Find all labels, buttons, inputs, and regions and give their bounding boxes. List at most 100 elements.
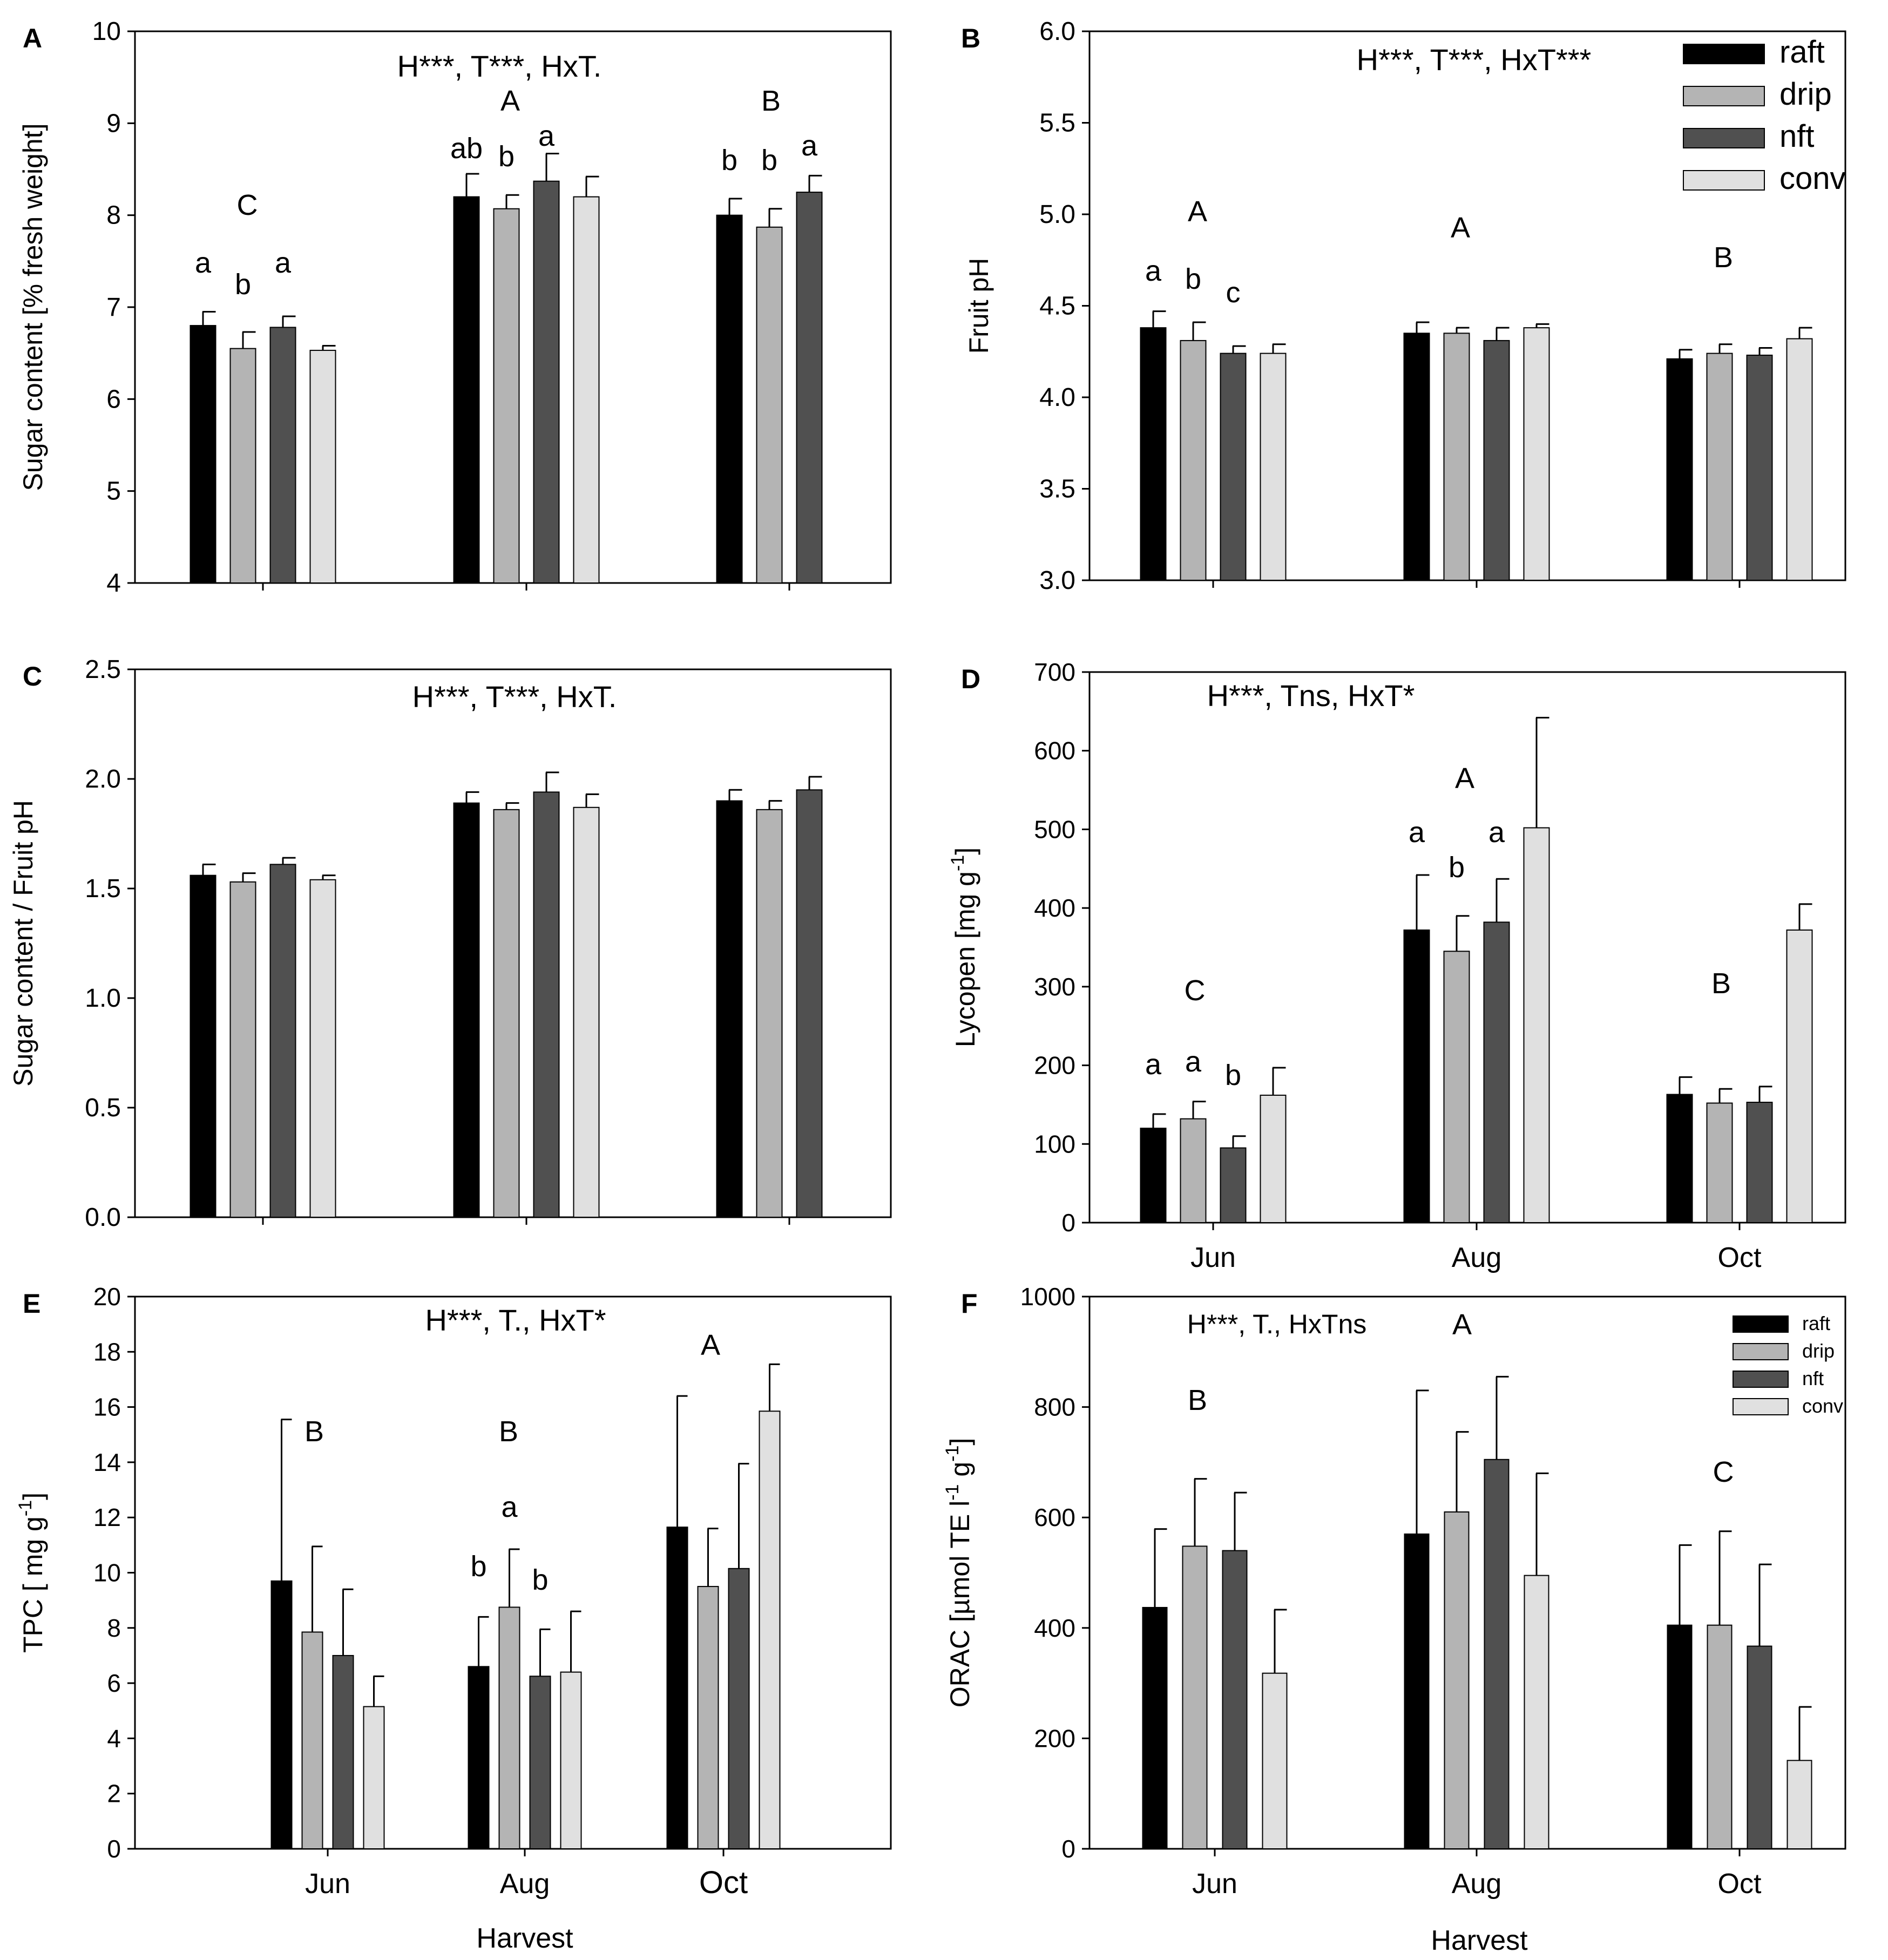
- legend-swatch-drip: [1733, 1343, 1789, 1360]
- x-tick-label: Jun: [305, 1868, 350, 1900]
- bar-letter: b: [235, 268, 251, 301]
- panel-title: H***, T., HxT*: [425, 1303, 606, 1337]
- bar-letter: c: [1226, 276, 1241, 309]
- bar-conv-jun: [309, 879, 336, 1218]
- legend-label-conv: conv: [1779, 161, 1846, 196]
- y-tick-label: 0.0: [85, 1203, 121, 1232]
- bar-drip-oct: [756, 809, 783, 1218]
- y-tick-label: 600: [1034, 1503, 1075, 1531]
- y-axis-label: ORAC [µmol TE l-1 g-1]: [942, 1438, 975, 1708]
- panel-title: H***, Tns, HxT*: [1207, 679, 1415, 713]
- panel-letter: E: [23, 1288, 40, 1319]
- y-axis-label: Fruit pH: [964, 258, 994, 354]
- bar-drip-jun: [229, 348, 256, 584]
- bar-nft-aug: [1483, 340, 1510, 581]
- bar-conv-oct: [759, 1410, 781, 1849]
- group-letter: B: [1711, 967, 1731, 1000]
- bar-raft-jun: [190, 325, 216, 584]
- bar-conv-aug: [573, 806, 600, 1218]
- panel-c: 0.0 0.5 1.0 1.5 2.0 2.5 C H***, T***, HxT. Sugar…: [8, 655, 892, 1232]
- legend-label-drip: drip: [1802, 1340, 1835, 1362]
- bar-raft-aug: [453, 802, 480, 1218]
- legend-label-drip: drip: [1779, 77, 1832, 112]
- bar-nft-oct: [728, 1568, 750, 1849]
- bar-letter: a: [1409, 816, 1425, 849]
- bar-raft-jun: [190, 874, 216, 1218]
- bar-nft-aug: [1484, 1459, 1510, 1849]
- group-letter: B: [1714, 241, 1733, 274]
- harvest-label-right: Harvest: [1431, 1925, 1528, 1956]
- bar-conv-jun: [1260, 1094, 1287, 1224]
- legend-swatch-conv: [1683, 170, 1765, 191]
- bar-letter: a: [195, 247, 212, 279]
- group-letter: C: [1713, 1456, 1734, 1488]
- bar-nft-oct: [1747, 1645, 1772, 1850]
- bar-letter: a: [801, 130, 818, 162]
- group-letter: A: [1451, 212, 1470, 244]
- bar-drip-aug: [1443, 333, 1470, 581]
- bar-raft-oct: [1666, 1094, 1693, 1223]
- y-tick-label: 4: [106, 569, 121, 598]
- bar-raft-jun: [1140, 327, 1167, 581]
- bar-nft-aug: [533, 180, 560, 584]
- x-tick-label: Jun: [1190, 1242, 1236, 1273]
- legend-label-nft: nft: [1802, 1367, 1824, 1389]
- y-tick-label: 8: [106, 201, 121, 230]
- y-tick-label: 14: [93, 1448, 121, 1476]
- panel-f: 0 200 400 600 800 1000 Jun Aug Oct F H***, T., HxT…: [942, 1283, 1846, 1900]
- y-tick-label: 200: [1034, 1052, 1075, 1080]
- bar-drip-jun: [1180, 340, 1207, 581]
- bar-raft-aug: [468, 1666, 490, 1849]
- y-tick-label: 10: [92, 17, 121, 46]
- bar-letter: b: [721, 144, 737, 177]
- y-tick-label: 400: [1034, 1614, 1075, 1642]
- y-tick-label: 2: [107, 1780, 121, 1808]
- y-tick-label: 400: [1034, 894, 1075, 922]
- bar-raft-jun: [270, 1580, 293, 1849]
- x-tick-label: Oct: [1718, 1242, 1762, 1273]
- y-tick-label: 300: [1034, 973, 1075, 1001]
- y-tick-label: 2.5: [85, 655, 121, 684]
- bar-drip-oct: [1706, 1102, 1733, 1223]
- bar-nft-jun: [269, 864, 296, 1218]
- bar-nft-aug: [1483, 921, 1510, 1224]
- legend-label-raft: raft: [1779, 35, 1825, 70]
- bar-nft-oct: [1746, 1102, 1773, 1223]
- y-tick-label: 18: [93, 1338, 121, 1366]
- bar-drip-aug: [493, 208, 520, 584]
- bar-drip-aug: [1444, 1511, 1470, 1849]
- y-tick-label: 16: [93, 1393, 121, 1421]
- legend-label-nft: nft: [1779, 119, 1815, 154]
- bar-letter: a: [538, 120, 555, 152]
- bar-conv-aug: [1523, 827, 1550, 1223]
- y-tick-label: 3.5: [1039, 475, 1075, 504]
- y-tick-label: 5: [106, 477, 121, 506]
- legend-label-conv: conv: [1802, 1395, 1843, 1417]
- y-tick-label: 0: [1061, 1209, 1075, 1237]
- bar-drip-oct: [756, 226, 783, 584]
- y-tick-label: 12: [93, 1503, 121, 1531]
- panel-d: 0 100 200 300 400 500 600 700 Jun Aug Oct D H***, Tn…: [948, 658, 1846, 1273]
- bar-letter: b: [532, 1564, 548, 1596]
- group-letter: A: [1455, 762, 1474, 795]
- bar-conv-oct: [1786, 338, 1813, 581]
- y-tick-label: 3.0: [1039, 566, 1075, 595]
- y-tick-label: 5.0: [1039, 200, 1075, 229]
- bar-letter: b: [470, 1550, 486, 1583]
- bar-letter: a: [275, 247, 292, 279]
- bar-nft-jun: [269, 327, 296, 584]
- y-tick-label: 10: [93, 1559, 121, 1587]
- group-letter: B: [761, 85, 781, 117]
- y-tick-label: 600: [1034, 737, 1075, 765]
- bar-letter: b: [498, 140, 515, 173]
- x-tick-label: Aug: [500, 1868, 550, 1900]
- bar-letter: a: [1488, 816, 1505, 849]
- bar-nft-oct: [1746, 355, 1773, 581]
- bar-drip-aug: [498, 1606, 520, 1849]
- y-tick-label: 6: [106, 385, 121, 413]
- y-tick-label: 20: [93, 1283, 121, 1311]
- bar-raft-oct: [1666, 358, 1693, 581]
- bar-letter: a: [1145, 255, 1162, 287]
- y-tick-label: 4: [107, 1724, 121, 1752]
